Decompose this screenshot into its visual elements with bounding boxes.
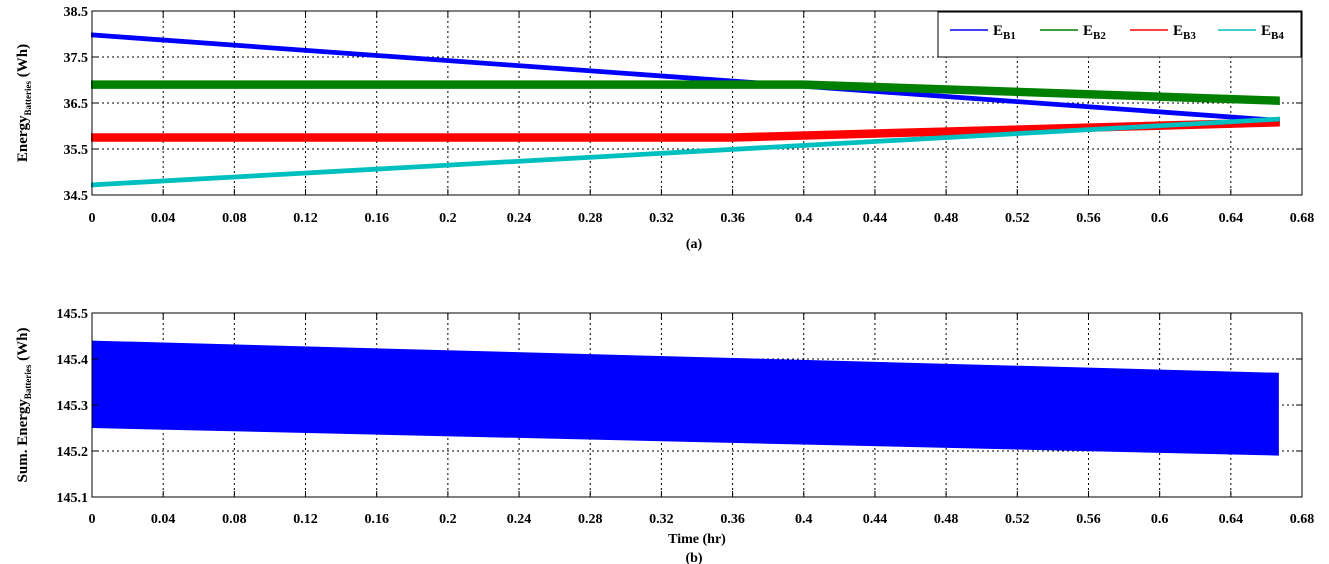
- legend-label: EB1: [993, 23, 1016, 42]
- y-axis-label-subscript: Batteries: [23, 364, 33, 399]
- y-axis-label: Sum. EnergyBatteries (Wh): [15, 328, 33, 483]
- y-tick-label: 34.5: [64, 189, 89, 204]
- x-tick-label: 0.2: [439, 512, 457, 527]
- y-tick-label: 36.5: [64, 97, 89, 112]
- legend-label-subscript: B1: [1003, 30, 1016, 42]
- legend-label-base: E: [993, 23, 1003, 39]
- x-tick-label: 0.44: [863, 512, 888, 527]
- x-tick-label: 0.36: [720, 211, 745, 226]
- x-tick-label: 0.2: [439, 211, 457, 226]
- x-tick-label: 0.44: [863, 211, 888, 226]
- y-axis-label-subscript: Batteries: [23, 80, 33, 115]
- x-tick-label: 0.12: [293, 512, 318, 527]
- x-tick-label: 0.64: [1219, 512, 1244, 527]
- x-tick-label: 0.48: [934, 211, 959, 226]
- x-tick-label: 0.32: [649, 211, 674, 226]
- legend-label: EB3: [1173, 23, 1196, 42]
- legend-label: EB2: [1083, 23, 1106, 42]
- x-tick-label: 0.56: [1076, 211, 1101, 226]
- y-tick-label: 38.5: [64, 5, 89, 20]
- legend-label-subscript: B2: [1093, 30, 1106, 42]
- legend-label-subscript: B4: [1271, 30, 1284, 42]
- y-tick-label: 145.4: [57, 353, 89, 368]
- x-axis-label: Time (hr): [668, 532, 726, 547]
- x-tick-label: 0.68: [1290, 211, 1315, 226]
- x-tick-label: 0.64: [1219, 211, 1244, 226]
- x-tick-label: 0.52: [1005, 211, 1030, 226]
- legend-label-base: E: [1173, 23, 1183, 39]
- x-tick-label: 0.4: [795, 211, 813, 226]
- x-tick-label: 0.52: [1005, 512, 1030, 527]
- legend-label-base: E: [1261, 23, 1271, 39]
- x-tick-label: 0.68: [1290, 512, 1315, 527]
- x-tick-label: 0.6: [1151, 211, 1169, 226]
- x-tick-label: 0.28: [578, 512, 603, 527]
- x-tick-label: 0.04: [151, 512, 176, 527]
- x-tick-label: 0.56: [1076, 512, 1101, 527]
- x-tick-label: 0: [89, 211, 96, 226]
- y-tick-label: 35.5: [64, 143, 89, 158]
- y-axis-label-base: Sum. Energy: [15, 399, 31, 483]
- y-tick-label: 145.3: [57, 399, 89, 414]
- x-tick-label: 0.08: [222, 512, 247, 527]
- legend-label-base: E: [1083, 23, 1093, 39]
- legend-label-subscript: B3: [1183, 30, 1196, 42]
- y-tick-label: 145.1: [57, 491, 89, 506]
- x-tick-label: 0.16: [364, 211, 389, 226]
- x-tick-label: 0: [89, 512, 96, 527]
- legend-box: [937, 11, 1302, 58]
- y-tick-label: 145.2: [57, 445, 89, 460]
- legend-label: EB4: [1261, 23, 1284, 42]
- y-axis-label-base: Energy: [15, 115, 31, 162]
- y-tick-label: 145.5: [57, 307, 89, 322]
- x-tick-label: 0.4: [795, 512, 813, 527]
- x-tick-label: 0.16: [364, 512, 389, 527]
- x-tick-label: 0.24: [507, 211, 532, 226]
- x-tick-label: 0.32: [649, 512, 674, 527]
- panel-a-energy-batteries: 0 0.04 0.08 0.12 0.16 0.2 0.24 0.28 0.32 0.36 0.4 0…: [15, 5, 1314, 252]
- panel-label: (b): [685, 551, 702, 564]
- sum-energy-band: [92, 340, 1279, 456]
- x-tick-label: 0.12: [293, 211, 318, 226]
- x-tick-label: 0.24: [507, 512, 532, 527]
- x-tick-label: 0.08: [222, 211, 247, 226]
- y-axis-label: EnergyBatteries (Wh): [15, 44, 33, 162]
- x-tick-label: 0.28: [578, 211, 603, 226]
- x-tick-label: 0.36: [720, 512, 745, 527]
- x-tick-label: 0.04: [151, 211, 176, 226]
- y-axis-label-unit: (Wh): [15, 328, 31, 365]
- x-tick-label: 0.48: [934, 512, 959, 527]
- y-tick-label: 37.5: [64, 51, 89, 66]
- panel-b-sum-energy: 0 0.04 0.08 0.12 0.16 0.2 0.24 0.28 0.32 0.36 0.4 0…: [15, 307, 1314, 564]
- panel-label: (a): [686, 237, 703, 252]
- x-tick-label: 0.6: [1151, 512, 1169, 527]
- y-axis-label-unit: (Wh): [15, 44, 31, 81]
- legend: EB1 EB2 EB3 EB4: [937, 11, 1302, 58]
